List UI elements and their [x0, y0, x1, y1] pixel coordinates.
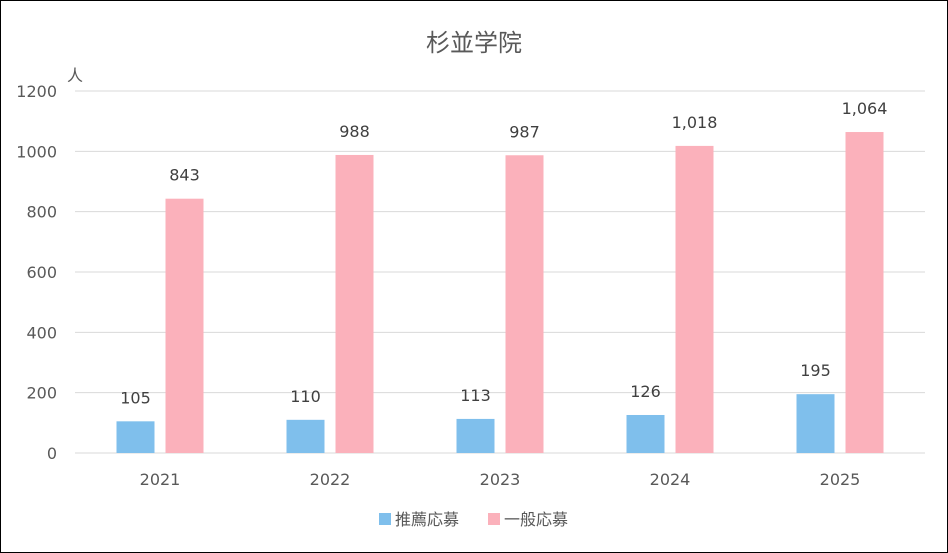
- data-label: 105: [120, 388, 151, 407]
- data-label: 988: [339, 122, 370, 141]
- legend-swatch: [379, 513, 391, 525]
- legend: 推薦応募 一般応募: [379, 510, 568, 529]
- x-tick-label: 2025: [820, 470, 861, 489]
- bar-ippan-2021: [165, 198, 204, 453]
- y-tick-label: 0: [47, 444, 57, 463]
- gridlines: [75, 90, 925, 454]
- x-tick-label: 2022: [310, 470, 351, 489]
- y-tick-label: 400: [26, 323, 57, 342]
- legend-label: 一般応募: [504, 510, 568, 529]
- y-tick-label: 800: [26, 203, 57, 222]
- bar-ippan-2022: [335, 154, 374, 453]
- bars: [116, 132, 884, 454]
- data-label: 843: [169, 166, 200, 185]
- data-label: 113: [460, 386, 491, 405]
- x-axis-ticks: 2021 2022 2023 2024 2025: [140, 470, 861, 489]
- data-labels: 105 843 110 988 113 987 126 1,018 195 1,064: [120, 99, 887, 407]
- bar-suisen-2021: [116, 421, 155, 453]
- data-label: 110: [290, 387, 321, 406]
- bar-suisen-2025: [796, 394, 835, 453]
- y-axis-ticks: 0 200 400 600 800 1000 1200: [16, 82, 57, 463]
- x-tick-label: 2023: [480, 470, 521, 489]
- y-tick-label: 200: [26, 384, 57, 403]
- bar-suisen-2024: [626, 414, 665, 453]
- data-label: 1,064: [842, 99, 888, 118]
- y-axis-unit-label: 人: [67, 66, 83, 85]
- bar-suisen-2023: [456, 418, 495, 453]
- bar-suisen-2022: [286, 419, 325, 453]
- y-tick-label: 1200: [16, 82, 57, 101]
- data-label: 126: [630, 382, 661, 401]
- data-label: 1,018: [672, 113, 718, 132]
- data-label: 195: [800, 361, 831, 380]
- bar-ippan-2025: [845, 132, 884, 453]
- chart-title: 杉並学院: [426, 29, 522, 57]
- data-label: 987: [509, 122, 540, 141]
- legend-label: 推薦応募: [395, 510, 459, 529]
- bar-ippan-2023: [505, 155, 544, 453]
- bar-ippan-2024: [675, 145, 714, 454]
- y-tick-label: 600: [26, 263, 57, 282]
- x-tick-label: 2024: [650, 470, 691, 489]
- x-tick-label: 2021: [140, 470, 181, 489]
- legend-swatch: [488, 513, 500, 525]
- y-tick-label: 1000: [16, 142, 57, 161]
